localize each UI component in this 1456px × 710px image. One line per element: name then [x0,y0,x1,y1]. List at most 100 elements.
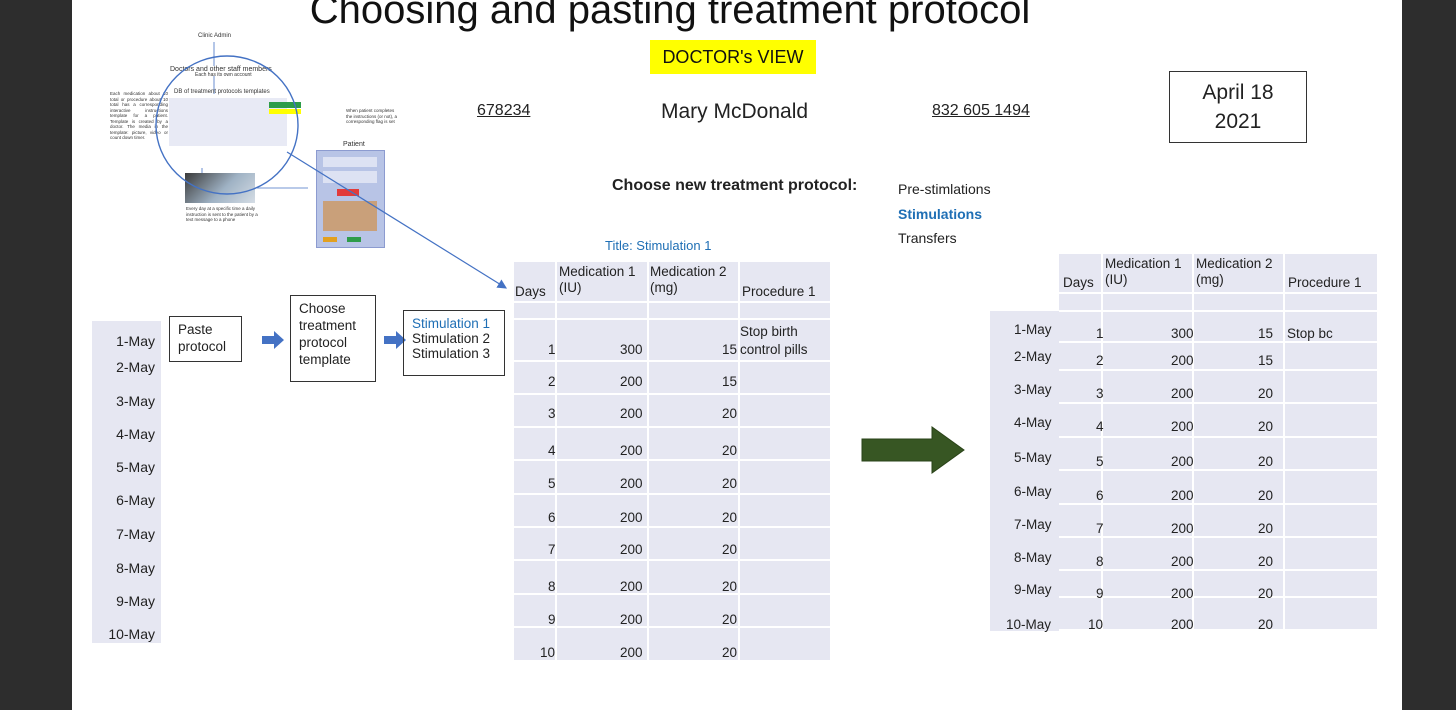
paste-protocol-label: Paste protocol [178,322,227,354]
thumb-overlay [155,55,508,289]
cell-med1: 200 [620,645,643,660]
template-stimulation-3[interactable]: Stimulation 3 [412,346,491,361]
cell-day: 6 [548,510,556,525]
thumb-green-header [269,102,301,108]
result-cell-day: 4 [1096,419,1104,434]
result-cell-day: 10 [1088,617,1104,632]
result-cell-day: 6 [1096,488,1104,503]
cell-med1: 200 [620,406,643,421]
patient-id[interactable]: 678234 [477,102,531,119]
doctor-view-badge: DOCTOR's VIEW [650,40,816,74]
step-arrow-icon [384,331,406,349]
cell-med2: 20 [722,443,738,458]
result-date-cell: 8-May [1014,550,1052,565]
date-cell: 6-May [116,492,155,508]
cell-day: 4 [548,443,556,458]
result-date-cell: 7-May [1014,517,1052,532]
date-cell: 10-May [108,626,155,642]
thumb-connectors [201,42,308,189]
cell-med2: 20 [722,579,738,594]
cell-day: 9 [548,612,556,627]
cell-med1: 200 [620,612,643,627]
option-pre-stimulations[interactable]: Pre-stimlations [898,181,991,197]
result-cell-day: 9 [1096,586,1104,601]
cell-med1: 200 [620,542,643,557]
cell-med2: 20 [722,645,738,660]
slide-canvas: Choosing and pasting treatment protocol … [72,0,1402,710]
thumb-doctors: Doctors and other staff members [170,66,272,73]
protocol-category-list: Pre-stimlations Stimulations Transfers [898,177,991,251]
result-cell-med2: 20 [1258,586,1274,601]
result-cell-med2: 20 [1258,386,1274,401]
date-cell: 1-May [116,333,155,349]
result-header-medication-2: Medication 2 (mg) [1196,256,1273,287]
result-date-cell: 6-May [1014,484,1052,499]
thumb-db-title: DB of treatment protocols templates [174,89,270,95]
patient-name: Mary McDonald [661,100,809,123]
result-cell-med2: 20 [1258,617,1274,632]
template-stimulation-2[interactable]: Stimulation 2 [412,331,491,346]
result-header-procedure-1: Procedure 1 [1288,275,1362,290]
thumb-db-table [169,98,301,146]
date-cell: 2-May [116,359,155,375]
date-cell: 4-May [116,426,155,442]
left-margin [0,0,72,710]
result-cell-med1: 200 [1171,353,1194,368]
result-cell-med2: 20 [1258,488,1274,503]
cell-day: 2 [548,374,556,389]
result-header-medication-1: Medication 1 (IU) [1105,256,1182,287]
result-date-cell: 1-May [1014,322,1052,337]
cell-med1: 300 [620,342,643,357]
date-cell: 8-May [116,560,155,576]
date-cell: 3-May [116,393,155,409]
header-procedure-1: Procedure 1 [742,284,816,299]
result-cell-med2: 20 [1258,454,1274,469]
thumb-phone-screen [316,150,385,248]
date-cell: 5-May [116,459,155,475]
thumb-each-account: Each has its own account [195,72,252,78]
cell-med2: 20 [722,406,738,421]
paste-protocol-button[interactable]: Paste protocol [169,316,242,362]
cell-day: 3 [548,406,556,421]
result-cell-med2: 20 [1258,554,1274,569]
cell-med1: 200 [620,374,643,389]
date-cell: 9-May [116,593,155,609]
result-cell-day: 8 [1096,554,1104,569]
result-cell-day: 5 [1096,454,1104,469]
result-date-column [990,311,1059,631]
date-month-day: April 18 [1202,81,1274,104]
choose-template-button[interactable]: Choose treatment protocol template [290,295,376,382]
result-cell-day: 7 [1096,521,1104,536]
result-header-days: Days [1063,275,1094,290]
cell-med2: 20 [722,510,738,525]
result-date-cell: 3-May [1014,382,1052,397]
option-transfers[interactable]: Transfers [898,230,957,246]
result-cell-day: 1 [1096,326,1104,341]
cell-med1: 200 [620,443,643,458]
date-year: 2021 [1214,110,1262,133]
thumb-left-note: Each medication about 10 total or proced… [110,91,168,140]
date-column: 1-May 2-May 3-May 4-May 5-May 6-May 7-Ma… [92,321,161,643]
right-margin [1402,0,1456,710]
cell-day: 1 [548,342,556,357]
template-list: Stimulation 1 Stimulation 2 Stimulation … [403,310,505,376]
header-medication-1: Medication 1 (IU) [559,264,636,295]
result-cell-day: 2 [1096,353,1104,368]
cell-med1: 200 [620,476,643,491]
cell-day: 5 [548,476,556,491]
thumb-patient-label: Patient [343,141,365,148]
thumb-clinic-admin: Clinic Admin [198,33,232,39]
result-date-cell: 2-May [1014,349,1052,364]
choose-template-label: Choose treatment protocol template [299,301,357,367]
paste-result-arrow-icon [861,426,965,474]
result-cell-med1: 200 [1171,521,1194,536]
thumb-yellow-flag [269,109,301,114]
option-stimulations[interactable]: Stimulations [898,205,983,222]
patient-phone[interactable]: 832 605 1494 [932,102,1030,119]
template-stimulation-1[interactable]: Stimulation 1 [412,316,491,331]
thumb-bottom-note: Every day at a specific time a daily ins… [186,206,258,222]
result-cell-med1: 200 [1171,586,1194,601]
result-cell-med2: 15 [1258,326,1274,341]
cell-med2: 15 [722,342,738,357]
cell-med2: 20 [722,612,738,627]
